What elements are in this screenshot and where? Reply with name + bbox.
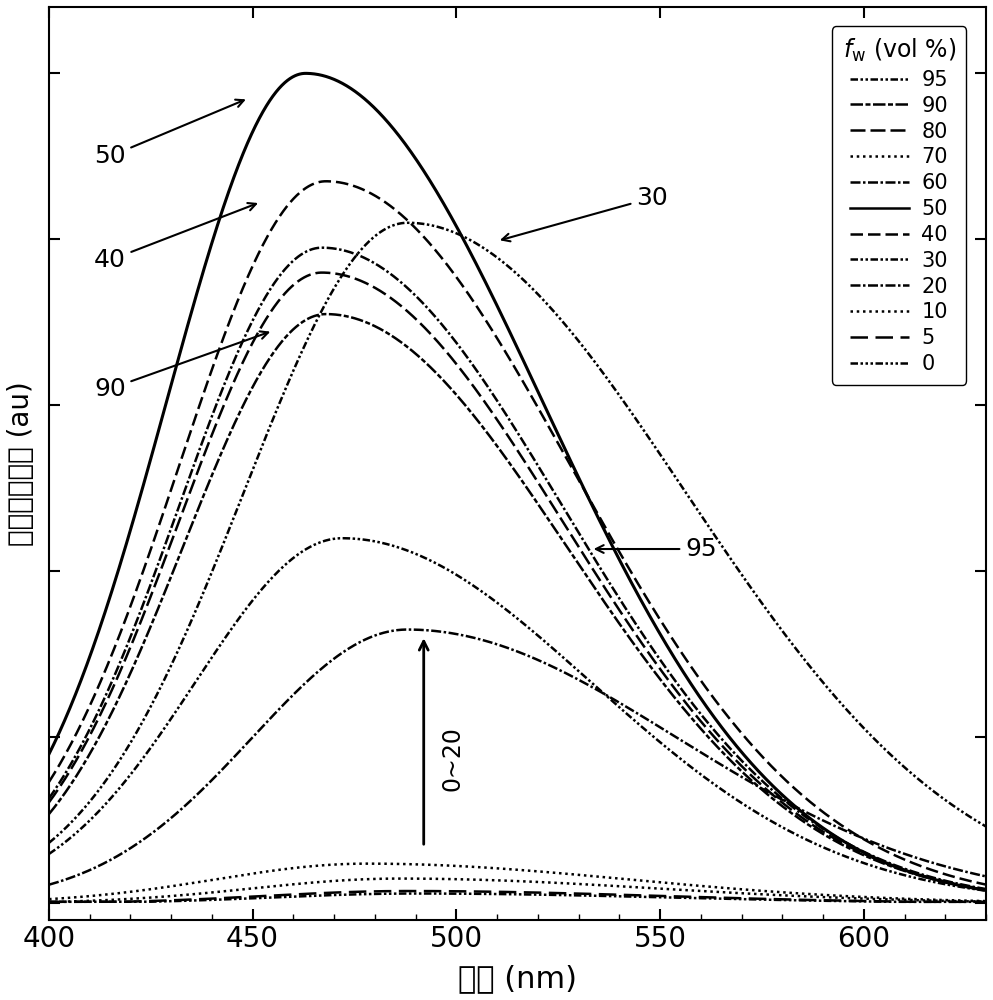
40 (447, 266, 459, 278)
0 (981, 896, 993, 908)
95 (405, 546, 417, 558)
70 (981, 895, 993, 907)
70 (203, 875, 214, 887)
60 (981, 883, 993, 895)
30 (981, 821, 993, 833)
30 (145, 700, 157, 712)
40 (981, 879, 993, 891)
10 (447, 873, 459, 885)
Text: 50: 50 (94, 100, 244, 168)
5 (203, 893, 214, 905)
Line: 40: 40 (49, 181, 993, 886)
30 (203, 575, 214, 587)
10 (981, 896, 993, 908)
40 (878, 844, 890, 856)
20 (203, 778, 214, 790)
80 (447, 354, 459, 366)
30 (405, 217, 417, 229)
60 (878, 855, 890, 867)
90 (447, 385, 459, 397)
70 (878, 892, 890, 904)
10 (878, 893, 890, 905)
Line: 90: 90 (49, 314, 993, 891)
Line: 5: 5 (49, 891, 993, 902)
90 (981, 884, 993, 896)
0 (145, 896, 157, 908)
50 (447, 214, 459, 226)
90 (878, 857, 890, 869)
60 (145, 578, 157, 590)
Text: 30: 30 (502, 186, 667, 241)
Line: 20: 20 (49, 630, 993, 885)
0 (447, 888, 459, 900)
Line: 50: 50 (49, 73, 993, 892)
20 (447, 627, 459, 639)
90 (203, 478, 214, 490)
80 (981, 884, 993, 896)
20 (878, 840, 890, 852)
Y-axis label: 光致荧光强度 (au): 光致荧光强度 (au) (7, 381, 35, 546)
95 (447, 567, 459, 579)
Line: 0: 0 (49, 894, 993, 902)
X-axis label: 波长 (nm): 波长 (nm) (458, 964, 577, 993)
95 (145, 742, 157, 754)
60 (447, 332, 459, 344)
5 (981, 896, 993, 908)
10 (145, 892, 157, 904)
70 (145, 883, 157, 895)
40 (203, 374, 214, 386)
0 (203, 894, 214, 906)
30 (447, 226, 459, 238)
Legend: 95, 90, 80, 70, 60, 50, 40, 30, 20, 10, 5, 0: 95, 90, 80, 70, 60, 50, 40, 30, 20, 10, … (832, 26, 966, 385)
5 (878, 895, 890, 907)
5 (405, 885, 417, 897)
20 (145, 828, 157, 840)
50 (878, 856, 890, 868)
40 (405, 218, 417, 230)
20 (405, 624, 417, 636)
50 (145, 453, 157, 465)
80 (203, 438, 214, 450)
Line: 70: 70 (49, 864, 993, 901)
95 (203, 657, 214, 669)
Line: 60: 60 (49, 248, 993, 890)
80 (405, 309, 417, 321)
95 (878, 863, 890, 875)
60 (405, 285, 417, 297)
90 (405, 344, 417, 356)
Text: 0~20: 0~20 (440, 726, 464, 791)
95 (981, 885, 993, 897)
20 (981, 871, 993, 883)
70 (447, 860, 459, 872)
60 (203, 420, 214, 432)
40 (145, 543, 157, 555)
Text: 90: 90 (94, 331, 268, 401)
5 (447, 885, 459, 897)
10 (203, 887, 214, 899)
70 (405, 858, 417, 870)
Text: 95: 95 (596, 537, 717, 561)
Text: 40: 40 (94, 203, 256, 272)
50 (203, 249, 214, 261)
Line: 10: 10 (49, 879, 993, 902)
0 (878, 896, 890, 908)
30 (878, 742, 890, 754)
50 (405, 146, 417, 158)
Line: 95: 95 (49, 538, 993, 892)
90 (145, 620, 157, 632)
50 (981, 885, 993, 897)
80 (878, 856, 890, 868)
0 (405, 888, 417, 900)
Line: 80: 80 (49, 273, 993, 891)
Line: 30: 30 (49, 223, 993, 843)
80 (145, 590, 157, 602)
5 (145, 895, 157, 907)
10 (405, 873, 417, 885)
